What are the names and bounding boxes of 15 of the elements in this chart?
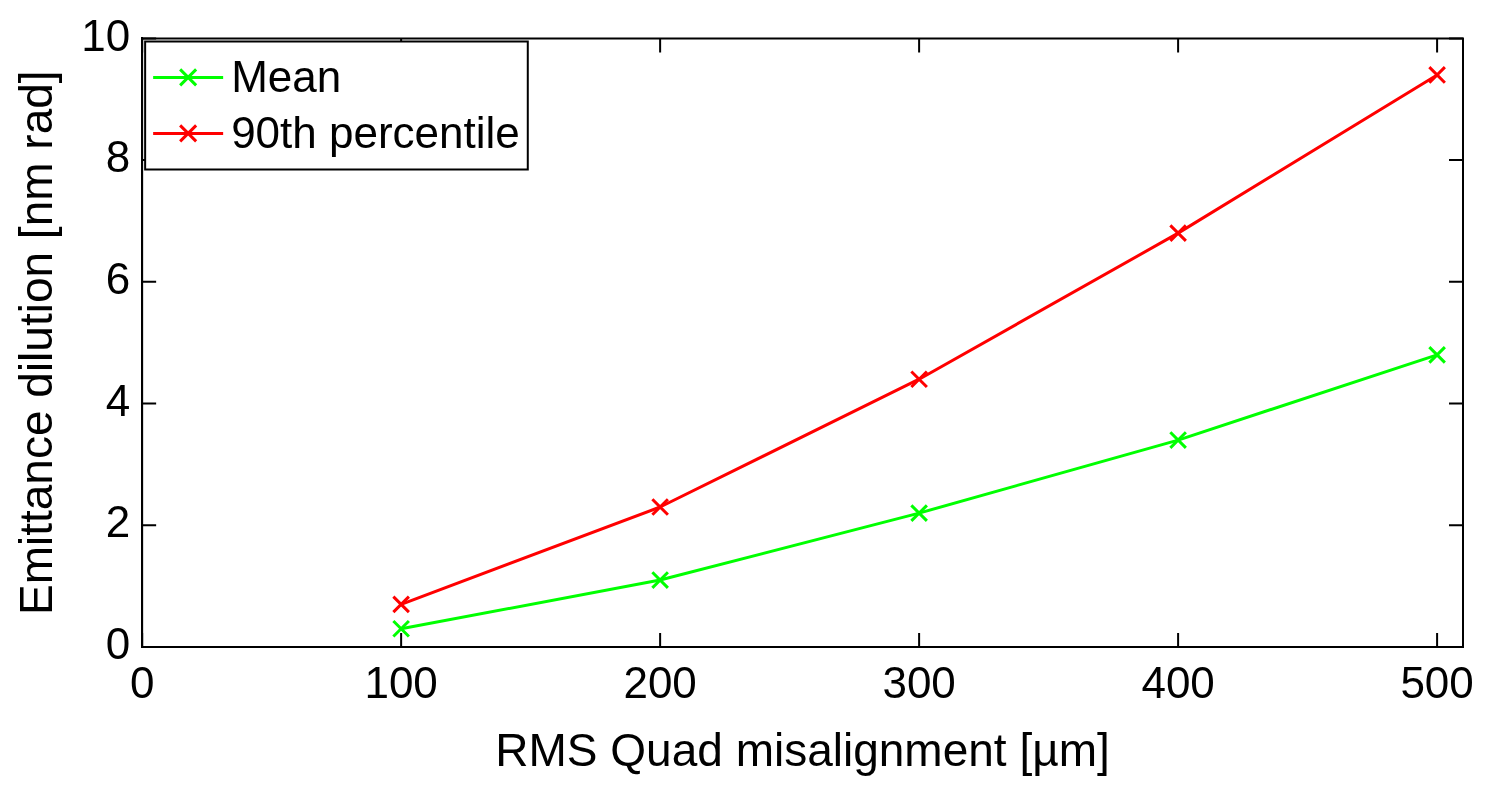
- x-tick-label: 200: [623, 657, 697, 707]
- y-tick-label: 0: [105, 619, 131, 669]
- y-tick-label: 4: [105, 375, 131, 425]
- y-tick-label: 2: [105, 497, 131, 547]
- legend-label: 90th percentile: [231, 107, 520, 157]
- y-tick-label: 6: [105, 253, 131, 303]
- y-tick-label: 10: [81, 10, 131, 60]
- y-tick-label: 8: [105, 132, 131, 182]
- x-tick-label: 400: [1141, 657, 1215, 707]
- x-axis-title: RMS Quad misalignment [µm]: [495, 724, 1110, 777]
- x-tick-label: 300: [882, 657, 956, 707]
- x-tick-label: 100: [364, 657, 438, 707]
- x-tick-label: 500: [1400, 657, 1474, 707]
- y-axis-title: Emittance dilution [nm rad]: [10, 70, 63, 615]
- legend-label: Mean: [231, 51, 342, 101]
